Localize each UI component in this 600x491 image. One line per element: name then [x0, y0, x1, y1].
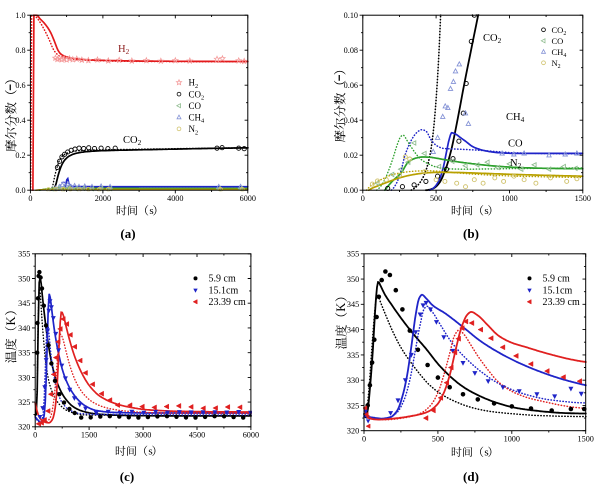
- svg-text:325: 325: [18, 398, 30, 407]
- svg-text:340: 340: [347, 326, 359, 335]
- svg-text:340: 340: [18, 324, 30, 333]
- svg-text:CO: CO: [552, 36, 564, 46]
- svg-text:4000: 4000: [167, 194, 183, 203]
- svg-text:0.08: 0.08: [344, 46, 358, 55]
- svg-text:0.4: 0.4: [15, 116, 25, 125]
- svg-text:4500: 4500: [189, 431, 205, 440]
- svg-text:0.10: 0.10: [344, 11, 358, 20]
- svg-text:H2: H2: [189, 78, 199, 90]
- svg-text:355: 355: [18, 250, 30, 259]
- svg-text:H2: H2: [118, 44, 130, 56]
- svg-text:345: 345: [18, 299, 30, 308]
- svg-text:(d): (d): [463, 469, 479, 484]
- svg-text:(a): (a): [120, 226, 135, 241]
- svg-text:345: 345: [347, 300, 359, 309]
- svg-text:0.04: 0.04: [344, 116, 358, 125]
- svg-text:N2: N2: [189, 124, 199, 136]
- svg-text:N2: N2: [552, 58, 561, 70]
- svg-text:K: K: [4, 317, 18, 326]
- svg-text:6000: 6000: [243, 431, 259, 440]
- svg-text:1500: 1500: [81, 431, 97, 440]
- svg-text:(b): (b): [463, 226, 479, 241]
- svg-text:CO: CO: [189, 101, 202, 111]
- svg-text:CO2: CO2: [552, 25, 567, 37]
- svg-text:330: 330: [18, 373, 30, 382]
- svg-text:0: 0: [361, 194, 365, 203]
- svg-text:s: s: [149, 205, 153, 217]
- svg-text:s: s: [484, 446, 488, 458]
- svg-text:500: 500: [432, 435, 444, 444]
- svg-text:15.1cm: 15.1cm: [209, 286, 239, 297]
- svg-text:N2: N2: [510, 158, 522, 170]
- svg-text:500: 500: [430, 194, 442, 203]
- svg-text:3000: 3000: [135, 431, 151, 440]
- svg-text:325: 325: [347, 401, 359, 410]
- svg-text:335: 335: [18, 349, 30, 358]
- svg-text:0.00: 0.00: [344, 186, 358, 195]
- svg-text:CH4: CH4: [552, 47, 567, 59]
- svg-text:0: 0: [362, 435, 366, 444]
- svg-text:0.8: 0.8: [15, 46, 25, 55]
- svg-text:CO2: CO2: [189, 89, 205, 101]
- svg-text:0.06: 0.06: [344, 81, 358, 90]
- svg-text:CH4: CH4: [189, 113, 206, 125]
- svg-text:0.02: 0.02: [344, 151, 358, 160]
- svg-text:320: 320: [18, 423, 30, 432]
- svg-text:0: 0: [33, 431, 37, 440]
- svg-text:330: 330: [347, 376, 359, 385]
- svg-text:0.0: 0.0: [15, 186, 25, 195]
- svg-text:2000: 2000: [95, 194, 111, 203]
- svg-text:0.6: 0.6: [15, 81, 25, 90]
- svg-text:23.39 cm: 23.39 cm: [543, 297, 580, 308]
- svg-text:CH4: CH4: [506, 112, 525, 124]
- svg-text:1.0: 1.0: [15, 11, 25, 20]
- svg-text:350: 350: [347, 275, 359, 284]
- svg-text:355: 355: [347, 250, 359, 259]
- svg-text:5.9 cm: 5.9 cm: [209, 274, 236, 285]
- svg-text:0: 0: [28, 194, 32, 203]
- svg-text:5.9 cm: 5.9 cm: [543, 274, 570, 285]
- svg-text:15.1cm: 15.1cm: [543, 286, 573, 297]
- svg-text:(c): (c): [120, 469, 134, 484]
- svg-text:1000: 1000: [501, 194, 517, 203]
- svg-text:6000: 6000: [240, 194, 256, 203]
- svg-text:1000: 1000: [504, 435, 520, 444]
- svg-text:s: s: [484, 205, 488, 217]
- svg-text:23.39 cm: 23.39 cm: [209, 297, 246, 308]
- svg-text:0.2: 0.2: [15, 151, 25, 160]
- svg-text:1500: 1500: [578, 435, 594, 444]
- svg-text:CO2: CO2: [483, 33, 502, 45]
- svg-text:CO: CO: [508, 139, 523, 150]
- svg-text:320: 320: [347, 427, 359, 436]
- svg-text:CO2: CO2: [123, 135, 142, 147]
- svg-text:1500: 1500: [575, 194, 591, 203]
- svg-text:335: 335: [347, 351, 359, 360]
- svg-text:350: 350: [18, 274, 30, 283]
- svg-text:s: s: [148, 445, 152, 457]
- svg-text:K: K: [334, 303, 348, 312]
